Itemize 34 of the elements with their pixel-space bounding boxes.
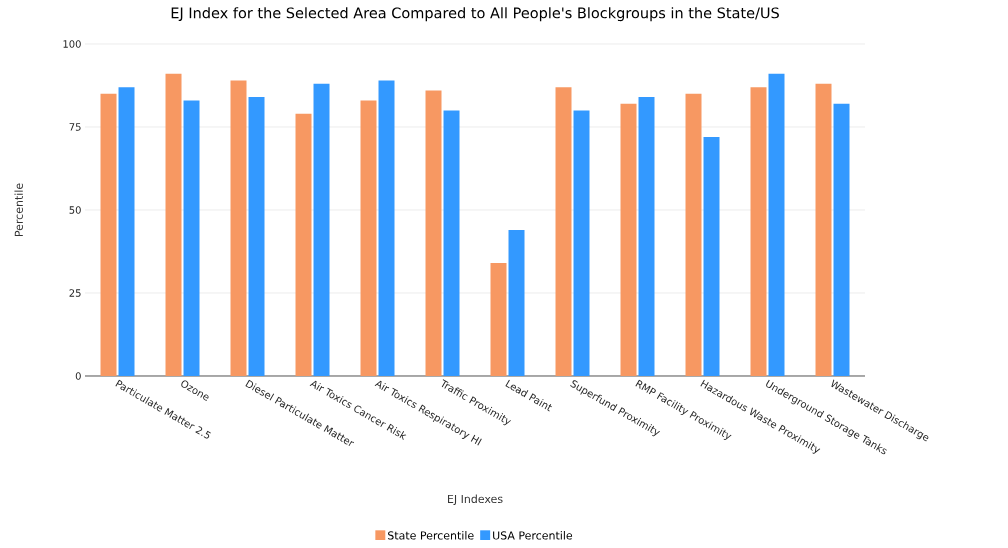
bar [183, 100, 200, 376]
bar [490, 263, 507, 376]
y-tick-label: 25 [69, 289, 81, 297]
bar [165, 73, 182, 376]
bar [685, 93, 702, 376]
bar [378, 80, 395, 376]
y-tick-label: 0 [75, 372, 81, 380]
bar [638, 97, 655, 376]
bar [425, 90, 442, 376]
legend-label: State Percentile [388, 531, 474, 540]
bar [620, 103, 637, 376]
y-tick-label: 75 [69, 123, 81, 131]
bar [443, 110, 460, 376]
bar [703, 136, 720, 376]
bar [360, 100, 377, 376]
bar [118, 87, 135, 376]
bar [815, 83, 832, 376]
bar [833, 103, 850, 376]
bar [573, 110, 590, 376]
y-tick-label: 50 [69, 206, 81, 214]
bar [750, 87, 767, 376]
legend-label: USA Percentile [493, 531, 573, 540]
bar [230, 80, 247, 376]
bar [313, 83, 330, 376]
bar [295, 113, 312, 376]
chart-title: EJ Index for the Selected Area Compared to All People's Blockgroups in the State/US [171, 7, 779, 22]
x-axis-title: EJ Indexes [448, 494, 503, 506]
bar [768, 73, 785, 376]
y-axis-title: Percentile [14, 183, 23, 237]
bar [100, 93, 117, 376]
bar [555, 87, 572, 376]
bar [508, 229, 525, 376]
bar [248, 97, 265, 376]
y-tick-label: 100 [63, 40, 81, 48]
